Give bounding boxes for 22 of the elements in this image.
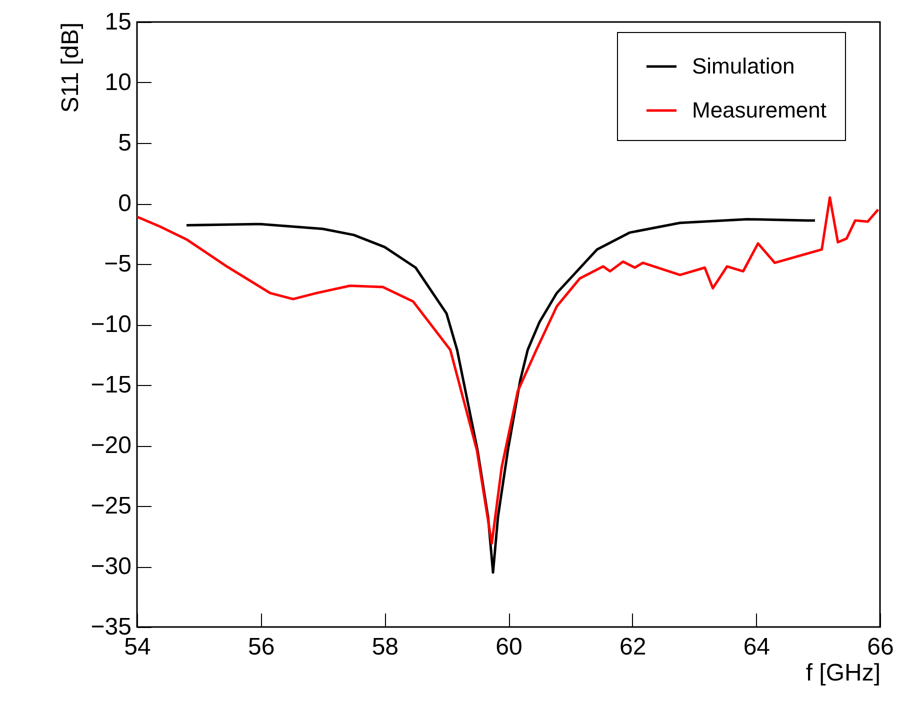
x-axis-title: f [GHz] xyxy=(806,660,880,686)
y-tick-label: −10 xyxy=(90,311,132,338)
y-tick-label: 5 xyxy=(118,130,132,156)
y-tick-label: 15 xyxy=(104,8,132,36)
legend-label: Measurement xyxy=(692,98,827,122)
x-tick-label: 62 xyxy=(619,634,646,660)
line-series xyxy=(137,196,880,545)
y-tick-label: −5 xyxy=(104,250,132,278)
x-tick-label: 58 xyxy=(372,634,399,660)
x-tick-label: 54 xyxy=(124,634,151,660)
x-tick-label: 64 xyxy=(743,634,770,660)
y-tick-label: −25 xyxy=(90,492,132,520)
y-tick-label: 0 xyxy=(118,190,132,217)
y-axis-title: S11 [dB] xyxy=(56,22,84,113)
x-tick-label: 56 xyxy=(248,634,275,660)
y-tick-label: 10 xyxy=(104,69,132,96)
x-tick-label: 66 xyxy=(867,634,894,660)
x-tick-label: 60 xyxy=(496,634,522,660)
y-tick-label: −20 xyxy=(90,432,132,459)
y-tick-label: −15 xyxy=(90,372,132,398)
y-tick-label: −30 xyxy=(90,553,132,580)
legend-label: Simulation xyxy=(692,54,795,78)
